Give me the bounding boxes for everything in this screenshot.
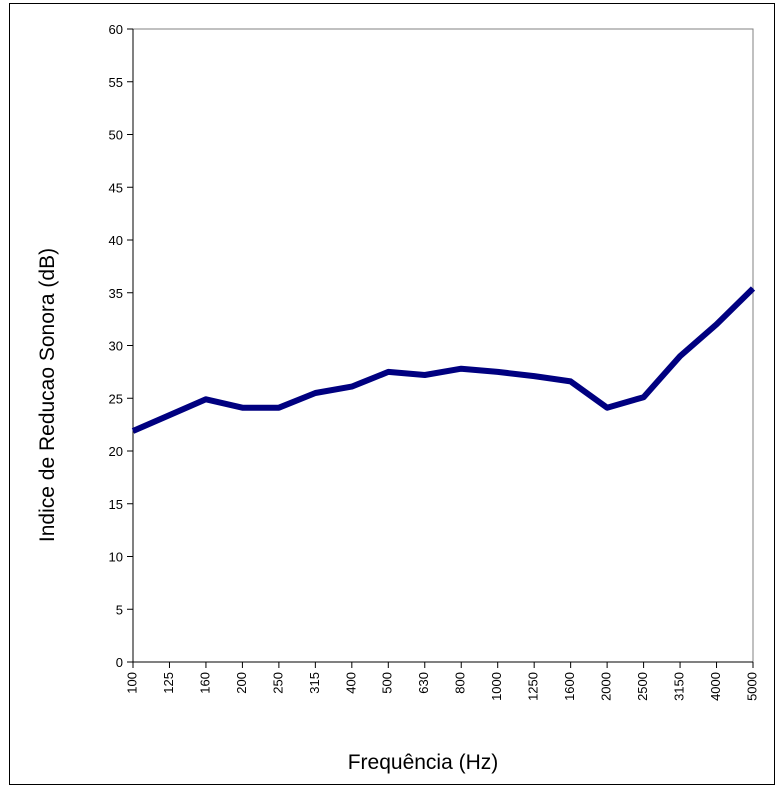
data-point (679, 355, 681, 357)
x-tick-label: 125 (161, 672, 176, 694)
y-tick-label: 20 (109, 444, 123, 459)
data-point (278, 407, 280, 409)
series-layer (131, 286, 756, 434)
data-point (606, 407, 608, 409)
data-point (132, 430, 134, 432)
y-tick-label: 0 (116, 655, 123, 670)
x-axis-label: Frequência (Hz) (348, 751, 499, 774)
y-tick-label: 45 (109, 180, 123, 195)
x-axis-ticks: 100 125 160 200 250 315 400 500 630 800 1000 1250 16… (124, 662, 759, 701)
x-tick-label: 500 (380, 672, 395, 694)
x-tick-label: 2000 (599, 672, 614, 701)
x-tick-label: 1250 (526, 672, 541, 701)
y-tick-label: 35 (109, 286, 123, 301)
x-tick-label: 630 (416, 672, 431, 694)
x-tick-label: 1600 (562, 672, 577, 701)
plot-area (132, 28, 754, 663)
y-axis-label: Indice de Reducao Sonora (dB) (36, 248, 59, 542)
data-point (205, 398, 207, 400)
y-tick-label: 50 (109, 128, 123, 143)
x-tick-label: 4000 (708, 672, 723, 701)
data-point (460, 368, 462, 370)
data-point (424, 374, 426, 376)
series-line-0 (131, 286, 756, 434)
y-tick-label: 55 (109, 75, 123, 90)
x-tick-label: 1000 (489, 672, 504, 701)
x-tick-label: 250 (270, 672, 285, 694)
x-tick-label: 315 (307, 672, 322, 694)
y-tick-label: 40 (109, 233, 123, 248)
y-tick-label: 15 (109, 497, 123, 512)
x-tick-label: 400 (343, 672, 358, 694)
x-tick-label: 5000 (744, 672, 759, 701)
data-point (387, 371, 389, 373)
y-tick-label: 30 (109, 339, 123, 354)
data-point (241, 407, 243, 409)
data-point (570, 380, 572, 382)
x-tick-label: 3150 (671, 672, 686, 701)
data-point (716, 323, 718, 325)
data-point (497, 371, 499, 373)
x-tick-label: 200 (234, 672, 249, 694)
data-point (752, 288, 754, 290)
y-tick-label: 60 (109, 22, 123, 37)
x-tick-label: 100 (124, 672, 139, 694)
y-tick-label: 10 (109, 550, 123, 565)
x-tick-label: 800 (453, 672, 468, 694)
x-tick-label: 2500 (635, 672, 650, 701)
data-point (168, 414, 170, 416)
y-tick-label: 5 (116, 602, 123, 617)
x-tick-label: 160 (197, 672, 212, 694)
y-axis-ticks: 0 5 10 15 20 25 30 35 40 45 50 55 60 (109, 22, 133, 670)
y-tick-label: 25 (109, 391, 123, 406)
data-point (314, 392, 316, 394)
data-point (643, 396, 645, 398)
data-point (351, 386, 353, 388)
data-point (533, 375, 535, 377)
